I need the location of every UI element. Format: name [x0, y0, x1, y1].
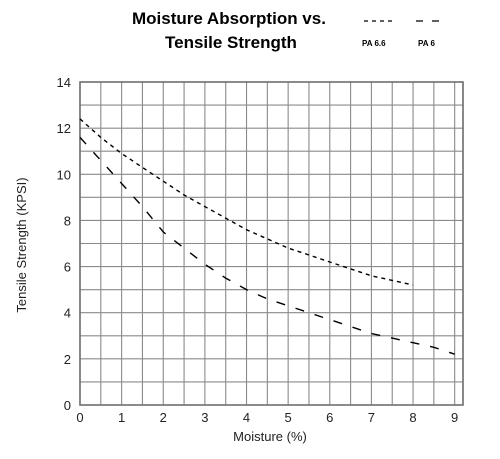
- y-tick-label: 12: [57, 121, 71, 136]
- legend-label-pa66: PA 6.6: [362, 39, 386, 48]
- legend-label-pa6: PA 6: [418, 39, 435, 48]
- y-tick-label: 6: [64, 260, 71, 275]
- series-line-pa66: [79, 118, 414, 286]
- y-tick-label: 0: [64, 398, 71, 413]
- plot-frame: [79, 81, 464, 406]
- y-axis-label: Tensile Strength (KPSI): [14, 177, 29, 312]
- x-tick-label: 6: [326, 410, 333, 425]
- y-tick-label: 14: [57, 75, 71, 90]
- y-tick-label: 8: [64, 213, 71, 228]
- x-tick-label: 9: [451, 410, 458, 425]
- chart-title-line-2: Tensile Strength: [165, 33, 297, 52]
- series-group: [79, 118, 455, 355]
- x-tick-label: 2: [160, 410, 167, 425]
- y-tick-label: 2: [64, 352, 71, 367]
- x-tick-label: 8: [409, 410, 416, 425]
- x-tick-label: 3: [201, 410, 208, 425]
- x-tick-label: 1: [118, 410, 125, 425]
- y-tick-label: 10: [57, 167, 71, 182]
- x-axis-label: Moisture (%): [233, 429, 307, 444]
- y-tick-label: 4: [64, 306, 71, 321]
- x-tick-label: 5: [285, 410, 292, 425]
- x-tick-label: 0: [76, 410, 83, 425]
- legend-swatch-pa66: [364, 20, 394, 22]
- legend-swatch-pa6: [416, 20, 444, 22]
- series-line-pa6: [79, 136, 455, 355]
- grid: [79, 81, 464, 406]
- chart-title-line-1: Moisture Absorption vs.: [132, 9, 326, 28]
- x-tick-label: 4: [243, 410, 250, 425]
- x-tick-label: 7: [368, 410, 375, 425]
